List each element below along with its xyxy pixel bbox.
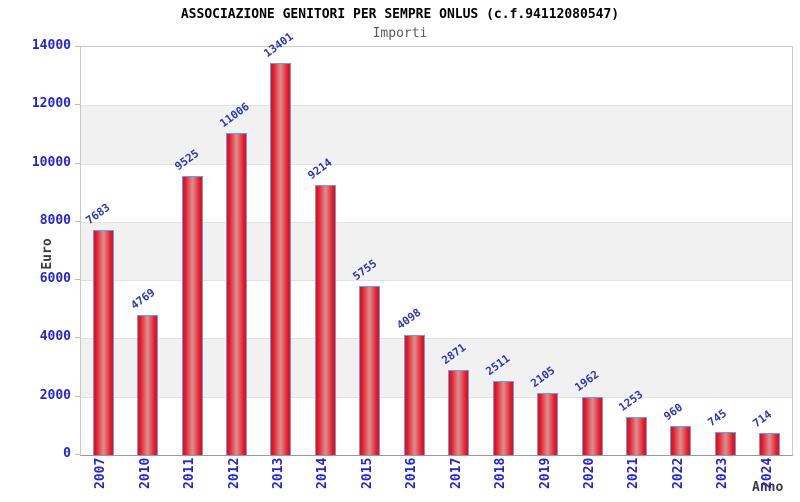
bar-2015 — [359, 286, 381, 455]
y-tick-mark — [75, 337, 80, 339]
x-tick-label-2014: 2014 — [315, 458, 331, 490]
x-tick-label-2015: 2015 — [359, 458, 375, 490]
bar-2011 — [181, 176, 203, 455]
gridline — [81, 338, 792, 340]
y-tick-mark — [75, 46, 80, 47]
gridline — [81, 280, 792, 282]
bar-2016 — [403, 335, 425, 455]
x-tick-label-2011: 2011 — [182, 458, 198, 490]
y-tick-label: 14000 — [31, 38, 71, 53]
gridline — [81, 396, 792, 398]
bar-2012 — [226, 133, 248, 455]
gridline — [81, 163, 792, 165]
x-tick-label-2016: 2016 — [404, 458, 420, 490]
gridline — [81, 105, 792, 107]
y-tick-mark — [75, 162, 80, 164]
bar-2013 — [270, 63, 292, 455]
x-tick-label-2007: 2007 — [93, 458, 109, 490]
bar-2010 — [137, 315, 159, 455]
y-tick-label: 6000 — [39, 271, 71, 287]
x-axis-title: Anno — [752, 480, 784, 495]
y-tick-label: 8000 — [39, 212, 71, 228]
y-tick-label: 0 — [63, 446, 71, 461]
background-band — [81, 47, 792, 106]
chart-subtitle: Importi — [372, 26, 428, 41]
y-tick-label: 10000 — [31, 154, 71, 170]
x-tick-label-2022: 2022 — [670, 458, 686, 490]
bar-2022 — [670, 426, 692, 455]
bar-2020 — [581, 397, 603, 455]
bar-2021 — [625, 417, 647, 455]
y-tick-mark — [75, 454, 80, 455]
bar-2019 — [537, 393, 559, 455]
x-tick-label-2013: 2013 — [270, 458, 286, 490]
x-tick-label-2023: 2023 — [715, 458, 731, 490]
x-tick-label-2012: 2012 — [226, 458, 242, 490]
x-tick-label-2010: 2010 — [137, 458, 153, 490]
y-tick-mark — [75, 220, 80, 222]
x-tick-label-2019: 2019 — [537, 458, 553, 490]
x-tick-label-2017: 2017 — [448, 458, 464, 490]
chart-title: ASSOCIAZIONE GENITORI PER SEMPRE ONLUS (… — [180, 7, 620, 22]
y-tick-label: 2000 — [39, 387, 71, 403]
plot-area: 7683 4769 9525 11006 13401 9214 5755 4098 2871 25… — [80, 30, 793, 456]
y-tick-label: 12000 — [31, 96, 71, 112]
x-tick-label-2021: 2021 — [626, 458, 642, 490]
bar-2018 — [492, 381, 514, 455]
bar-2007 — [92, 230, 114, 455]
x-tick-label-2024: 2024 — [759, 458, 775, 490]
x-tick-label-2018: 2018 — [493, 458, 509, 490]
bar-2014 — [314, 185, 336, 455]
bar-2024 — [759, 433, 781, 455]
gridline — [81, 221, 792, 223]
y-tick-mark — [75, 395, 80, 397]
y-tick-mark — [75, 104, 80, 106]
bar-2023 — [714, 432, 736, 455]
bar-2017 — [448, 370, 470, 455]
y-tick-mark — [75, 279, 80, 281]
y-tick-label: 4000 — [39, 329, 71, 345]
background-band — [81, 105, 792, 164]
x-tick-label-2020: 2020 — [582, 458, 598, 490]
